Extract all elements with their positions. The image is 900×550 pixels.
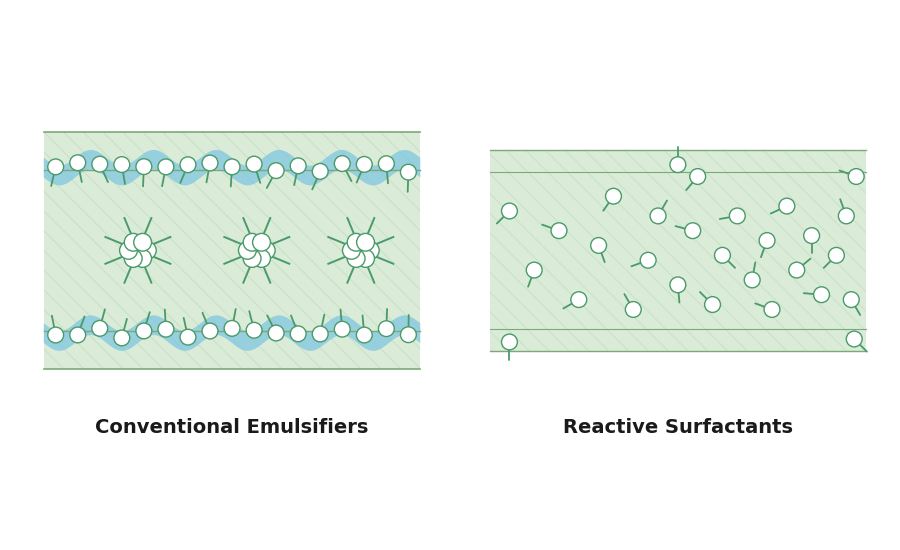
Circle shape: [347, 233, 365, 251]
Circle shape: [849, 169, 864, 184]
Circle shape: [839, 208, 854, 224]
Circle shape: [640, 252, 656, 268]
Circle shape: [268, 163, 284, 179]
Circle shape: [814, 287, 830, 302]
Circle shape: [312, 163, 328, 179]
Circle shape: [134, 233, 151, 251]
Circle shape: [124, 250, 142, 267]
Circle shape: [689, 169, 706, 184]
Circle shape: [685, 223, 701, 239]
Circle shape: [501, 203, 518, 219]
Circle shape: [526, 262, 542, 278]
Circle shape: [843, 292, 860, 307]
Circle shape: [343, 241, 360, 259]
Circle shape: [268, 325, 284, 341]
Circle shape: [122, 234, 155, 267]
Circle shape: [247, 322, 262, 338]
Circle shape: [180, 157, 196, 173]
Circle shape: [70, 155, 86, 170]
Circle shape: [551, 223, 567, 239]
Circle shape: [347, 250, 365, 267]
Text: Reactive Surfactants: Reactive Surfactants: [562, 418, 793, 437]
Circle shape: [345, 234, 377, 267]
Circle shape: [238, 241, 256, 259]
Circle shape: [356, 327, 373, 343]
Circle shape: [788, 262, 805, 278]
Circle shape: [202, 323, 218, 339]
Circle shape: [670, 157, 686, 173]
Circle shape: [312, 326, 328, 342]
Bar: [44, 132, 420, 368]
Circle shape: [361, 241, 379, 259]
Circle shape: [114, 157, 130, 173]
Circle shape: [240, 234, 274, 267]
Circle shape: [92, 156, 108, 172]
Circle shape: [70, 327, 86, 343]
Text: Conventional Emulsifiers: Conventional Emulsifiers: [95, 418, 369, 437]
Circle shape: [124, 233, 142, 251]
Circle shape: [829, 248, 844, 263]
Circle shape: [626, 301, 641, 317]
Circle shape: [378, 156, 394, 172]
Circle shape: [120, 241, 138, 259]
Circle shape: [253, 233, 270, 251]
Circle shape: [158, 159, 174, 175]
Circle shape: [202, 155, 218, 171]
Circle shape: [290, 326, 306, 342]
Circle shape: [356, 157, 373, 172]
Circle shape: [334, 156, 350, 172]
Polygon shape: [44, 315, 420, 351]
Circle shape: [158, 321, 174, 337]
Circle shape: [257, 241, 275, 259]
Circle shape: [243, 233, 261, 251]
Circle shape: [48, 327, 64, 343]
Circle shape: [92, 321, 108, 336]
Circle shape: [729, 208, 745, 224]
Circle shape: [134, 250, 151, 267]
Circle shape: [334, 321, 350, 337]
Circle shape: [253, 250, 270, 267]
Circle shape: [501, 334, 518, 350]
Circle shape: [744, 272, 760, 288]
Circle shape: [400, 164, 417, 180]
Bar: [490, 150, 866, 351]
Circle shape: [705, 296, 721, 312]
Circle shape: [243, 250, 261, 267]
Circle shape: [670, 277, 686, 293]
Circle shape: [136, 159, 152, 174]
Circle shape: [247, 156, 262, 172]
Circle shape: [590, 238, 607, 254]
Circle shape: [606, 188, 621, 204]
Circle shape: [400, 327, 417, 343]
Circle shape: [715, 248, 731, 263]
Circle shape: [778, 198, 795, 214]
Circle shape: [114, 330, 130, 346]
Circle shape: [136, 323, 152, 339]
Circle shape: [378, 321, 394, 337]
Circle shape: [804, 228, 820, 244]
Circle shape: [180, 329, 196, 345]
Circle shape: [139, 241, 157, 259]
Circle shape: [759, 233, 775, 249]
Circle shape: [356, 233, 374, 251]
Circle shape: [764, 301, 780, 317]
Circle shape: [571, 292, 587, 307]
Circle shape: [650, 208, 666, 224]
Circle shape: [224, 159, 240, 175]
Circle shape: [48, 159, 64, 175]
Circle shape: [356, 250, 374, 267]
Circle shape: [290, 158, 306, 174]
Circle shape: [846, 331, 862, 347]
Circle shape: [224, 321, 240, 336]
Polygon shape: [44, 150, 420, 185]
